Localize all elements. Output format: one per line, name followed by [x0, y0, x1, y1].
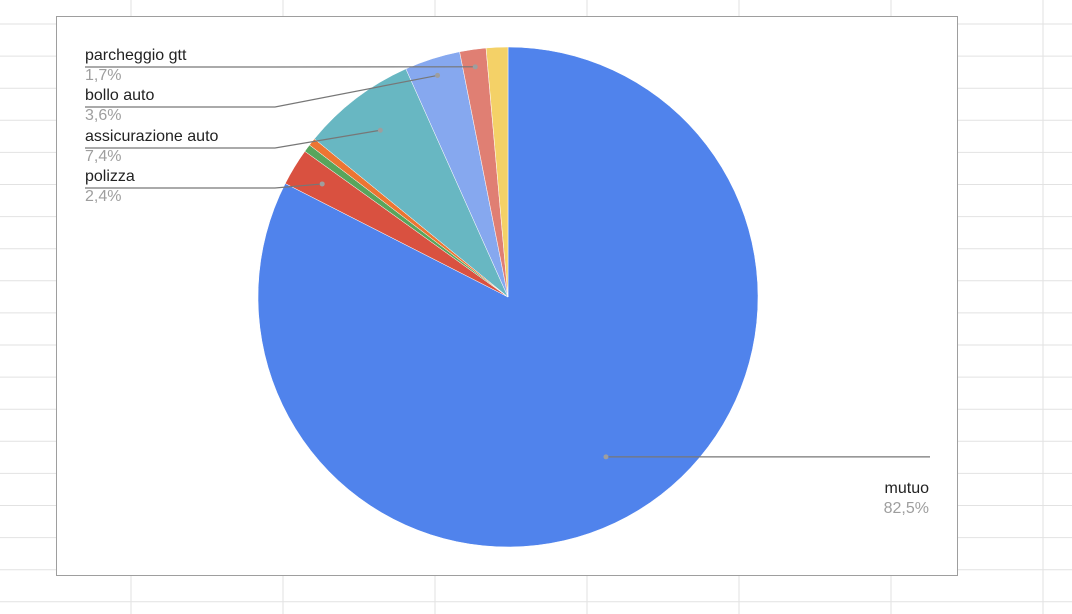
label-polizza: polizza 2,4%: [85, 167, 135, 207]
leader-line: [85, 129, 381, 149]
label-bollo: bollo auto 3,6%: [85, 86, 154, 126]
slice-label-value: 82,5%: [883, 500, 929, 517]
slice-label-name: parcheggio gtt: [85, 47, 187, 64]
leader-dot: [377, 127, 383, 133]
slice-label-name: assicurazione auto: [85, 128, 219, 145]
pie-slice[interactable]: [485, 46, 509, 298]
leader-dot: [319, 181, 325, 187]
slice-label-value: 7,4%: [85, 148, 122, 165]
leader-dot: [472, 64, 478, 70]
label-mutuo: mutuo 82,5%: [884, 479, 929, 519]
slice-label-name: mutuo: [884, 480, 929, 497]
slice-label-name: bollo auto: [85, 87, 155, 104]
pie-slice[interactable]: [314, 68, 509, 298]
slice-label-name: polizza: [85, 168, 135, 185]
pie-chart[interactable]: parcheggio gtt 1,7% bollo auto 3,6% assi…: [56, 16, 958, 576]
leader-dot: [603, 454, 609, 460]
leader-line: [85, 74, 438, 108]
label-assicurazione: assicurazione auto 7,4%: [85, 127, 218, 167]
slice-label-value: 3,6%: [85, 107, 122, 124]
pie-svg: [85, 46, 930, 548]
slice-label-value: 2,4%: [85, 188, 122, 205]
leader-line: [85, 183, 323, 189]
leader-dot: [435, 72, 441, 78]
slice-label-value: 1,7%: [85, 67, 122, 84]
label-parcheggio: parcheggio gtt 1,7%: [85, 46, 186, 86]
